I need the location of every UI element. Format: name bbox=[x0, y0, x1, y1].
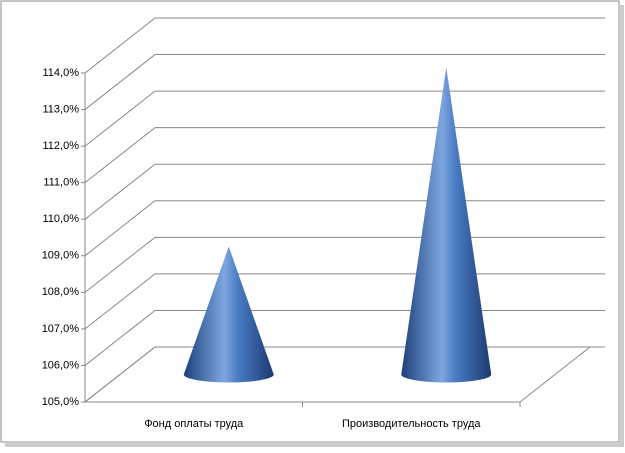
y-tick-label: 111,0% bbox=[43, 177, 79, 189]
y-tick-label: 108,0% bbox=[42, 286, 80, 298]
cone bbox=[183, 246, 274, 383]
frame-shadow bbox=[5, 442, 624, 447]
chart-frame bbox=[0, 0, 620, 443]
y-tick-label: 107,0% bbox=[42, 323, 80, 335]
y-tick-label: 109,0% bbox=[42, 250, 80, 262]
y-tick-label: 106,0% bbox=[42, 359, 80, 371]
frame-shadow bbox=[619, 5, 624, 446]
grid-line bbox=[84, 90, 605, 147]
cone bbox=[401, 67, 492, 383]
y-tick-label: 114,0% bbox=[43, 67, 80, 79]
y-tick-label: 113,0% bbox=[43, 103, 80, 115]
x-tick-label: Фонд оплаты труда bbox=[144, 418, 244, 430]
grid-line bbox=[84, 54, 605, 110]
grid-line bbox=[84, 17, 605, 74]
y-tick-label: 105,0% bbox=[42, 396, 80, 408]
y-tick-label: 112,0% bbox=[43, 140, 80, 152]
y-tick-label: 110,0% bbox=[43, 213, 80, 225]
x-tick-label: Производительность труда bbox=[342, 418, 481, 430]
